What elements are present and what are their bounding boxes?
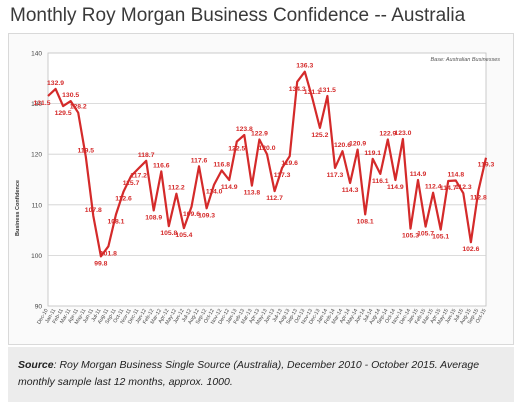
- y-tick-label: 130: [31, 101, 42, 108]
- data-label: 116.6: [153, 162, 170, 169]
- data-label: 105.7: [417, 231, 434, 238]
- data-label: 119.1: [364, 150, 381, 157]
- source-caption: Source: Roy Morgan Business Single Sourc…: [8, 347, 514, 402]
- data-label: 112.2: [168, 185, 185, 192]
- data-label: 118.7: [138, 152, 155, 159]
- data-label: 120.0: [258, 145, 275, 152]
- data-label: 129.5: [55, 110, 72, 117]
- data-label: 108.1: [357, 218, 374, 225]
- data-label: 105.3: [402, 233, 419, 240]
- data-label: 123.8: [236, 126, 253, 133]
- data-label: 117.2: [130, 172, 147, 179]
- data-label: 112.3: [455, 184, 472, 191]
- data-label: 112.6: [115, 196, 132, 203]
- y-tick-label: 110: [32, 202, 43, 209]
- data-label: 116.1: [372, 178, 389, 185]
- data-label: 120.9: [349, 141, 366, 148]
- data-label: 116.8: [213, 161, 230, 168]
- y-tick-label: 120: [31, 152, 42, 159]
- data-label: 131.5: [33, 100, 50, 107]
- data-label: 125.2: [311, 132, 328, 139]
- data-label: 136.3: [296, 63, 313, 70]
- data-label: 112.7: [266, 195, 283, 202]
- data-label: 108.1: [107, 218, 124, 225]
- y-tick-label: 90: [35, 304, 43, 311]
- data-label: 105.1: [432, 234, 449, 241]
- source-label: Source: [18, 359, 54, 371]
- data-label: 112.8: [470, 195, 487, 202]
- data-label: 114.9: [387, 184, 404, 191]
- data-label: 114.0: [206, 189, 223, 196]
- data-label: 105.4: [175, 232, 192, 239]
- data-label: 109.3: [198, 212, 215, 219]
- base-annotation: Base: Australian Businesses: [431, 57, 501, 63]
- y-axis-label: Business Confidence: [15, 180, 21, 236]
- data-label: 114.3: [342, 187, 359, 194]
- data-label: 105.8: [160, 230, 177, 237]
- data-label: 119.3: [478, 162, 495, 169]
- data-label: 107.8: [85, 207, 102, 214]
- data-label: 123.0: [394, 130, 411, 137]
- data-label: 119.5: [77, 148, 94, 155]
- data-label: 112.4: [425, 184, 442, 191]
- data-label: 122.9: [379, 131, 396, 138]
- series-line: [47, 70, 488, 258]
- data-label: 108.9: [145, 214, 162, 221]
- data-label: 99.8: [94, 260, 107, 267]
- data-label: 113.8: [244, 190, 261, 197]
- data-label: 114.7: [440, 185, 457, 192]
- data-label: 119.6: [281, 160, 298, 167]
- data-label: 101.8: [100, 250, 117, 257]
- data-label: 131.1: [304, 89, 321, 96]
- data-label: 134.3: [289, 86, 306, 93]
- chart-title: Monthly Roy Morgan Business Confidence -…: [10, 5, 466, 26]
- data-label: 117.6: [191, 157, 208, 164]
- y-tick-label: 100: [31, 253, 42, 260]
- data-label: 115.7: [123, 180, 140, 187]
- y-tick-label: 140: [31, 51, 42, 58]
- data-label: 114.9: [410, 171, 427, 178]
- data-label: 122.9: [251, 131, 268, 138]
- source-text: : Roy Morgan Business Single Source (Aus…: [18, 359, 480, 388]
- data-label: 114.9: [221, 184, 238, 191]
- data-label: 131.5: [319, 87, 336, 94]
- data-label: 114.8: [447, 172, 464, 179]
- data-label: 120.6: [334, 142, 351, 149]
- data-label: 117.3: [327, 172, 344, 179]
- data-label: 102.6: [462, 246, 479, 253]
- data-label: 130.5: [62, 92, 79, 99]
- data-label: 109.6: [183, 211, 200, 218]
- data-label: 132.9: [47, 80, 64, 87]
- data-label: 122.5: [228, 146, 245, 153]
- data-label: 117.3: [274, 172, 291, 179]
- plot-area: [47, 52, 487, 307]
- data-label: 128.2: [70, 104, 87, 111]
